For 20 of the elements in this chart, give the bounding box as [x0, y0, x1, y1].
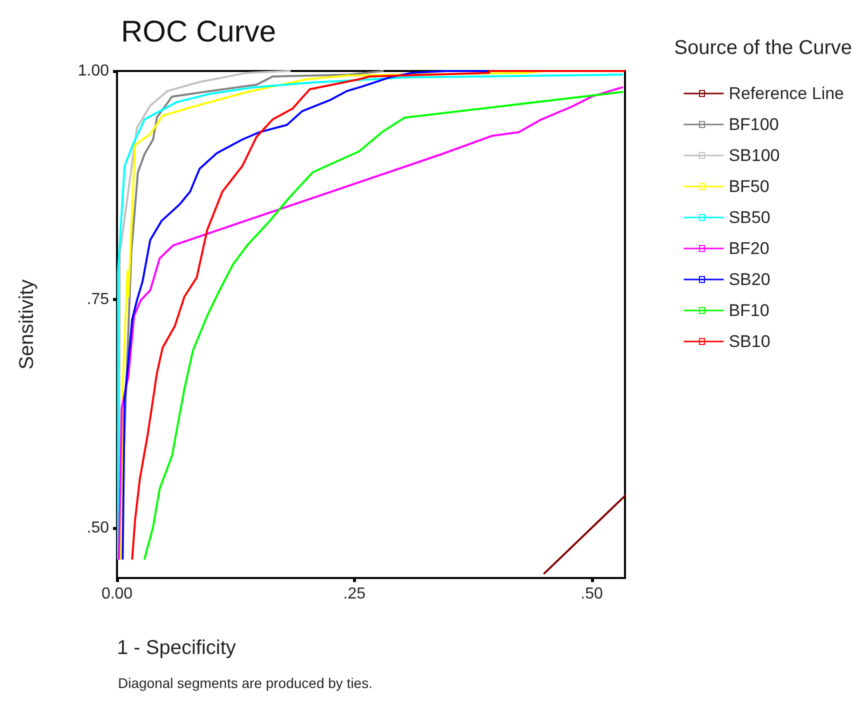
legend-label: BF10	[728, 301, 770, 320]
y-axis-title: Sensitivity	[16, 279, 38, 370]
legend-label: SB10	[728, 332, 770, 351]
chart-title: ROC Curve	[121, 16, 276, 48]
x-tick-label: .50	[580, 586, 603, 602]
legend-label: BF100	[728, 115, 779, 134]
y-tick-label: .75	[86, 290, 110, 308]
legend-label: SB100	[728, 146, 780, 165]
legend-title: Source of the Curve	[674, 37, 852, 59]
legend-label: SB50	[728, 208, 770, 227]
x-tick-label: .25	[343, 586, 366, 602]
text: Diagonal segments are produced by ties.	[118, 675, 372, 691]
legend-label: BF50	[728, 177, 770, 196]
legend-label: Reference Line	[728, 84, 844, 103]
y-tick-label: 1.00	[78, 62, 110, 80]
legend-label: BF20	[728, 239, 770, 258]
y-tick-label: .50	[86, 519, 110, 536]
legend-label: SB20	[728, 270, 770, 289]
x-axis-title: 1 - Specificity	[117, 637, 236, 659]
x-tick-label: 0.00	[101, 586, 133, 602]
